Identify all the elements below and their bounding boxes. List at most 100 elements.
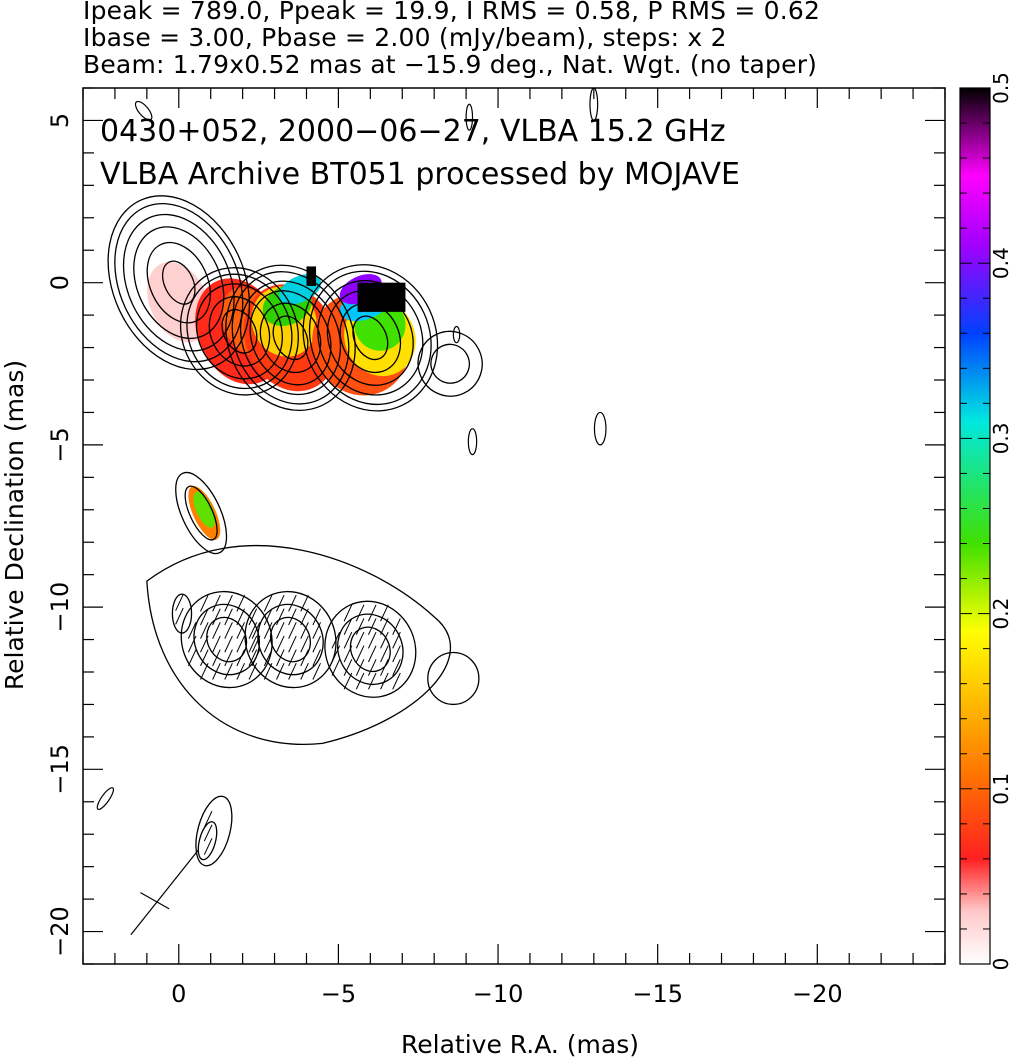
colorbar-ticks: 0 0.1 0.2 0.3 0.4 0.5 [960,72,1013,970]
intensity-contour [317,280,424,396]
evpa-tick [392,659,401,676]
y-tick-label: 5 [46,113,74,128]
intensity-contour [161,260,196,305]
intensity-contour [221,309,258,354]
evpa-tick [224,635,233,653]
colorbar-tick-label: 0 [989,958,1013,971]
evpa-tick [312,608,321,626]
evpa-tick [212,622,221,639]
intensity-contour [134,100,153,121]
evpa-tick [212,635,221,653]
evpa-tick [203,810,213,828]
intensity-contour [107,195,251,371]
colorbar-tick-label: 0.1 [989,773,1013,805]
polarization-patch [306,266,317,286]
evpa-tick [200,622,209,639]
evpa-tick [224,662,233,680]
evpa-tick [312,635,321,653]
evpa-tick [248,635,258,653]
evpa-tick [380,672,389,690]
evpa-tick [140,892,170,910]
annotation-subtitle: VLBA Archive BT051 processed by MOJAVE [100,157,740,192]
polarization-patch [357,282,406,312]
evpa-tick [343,631,353,649]
evpa-tick [203,824,213,842]
evpa-tick [187,622,197,639]
y-tick-label: −15 [46,744,74,795]
evpa-tick [276,662,285,680]
polarized-contour [349,626,391,673]
x-tick-label: −5 [321,980,356,1008]
intensity-contour [302,264,439,412]
polarized-contour [270,616,312,663]
evpa-tick [224,594,233,612]
evpa-tick [367,618,377,635]
evpa-tick [300,662,309,680]
evpa-tick [236,608,245,626]
intensity-contour [339,302,402,374]
evpa-tick [276,608,285,626]
intensity-contour [186,273,293,390]
evpa-tick [200,662,209,680]
evpa-tick [355,659,365,676]
annotation-title: 0430+052, 2000−06−27, VLBA 15.2 GHz [100,114,726,149]
evpa-tick [200,649,209,667]
evpa-tick [331,631,341,649]
colorbar-tick-label: 0.3 [989,422,1013,454]
evpa-tick [248,608,258,626]
evpa-tick [312,622,321,639]
evpa-tick [380,631,389,649]
polarized-contour [184,485,218,541]
polarized-contour [146,544,452,745]
evpa-tick [331,645,341,663]
evpa-tick [392,645,401,663]
intensity-contour [326,289,414,386]
evpa-tick [251,649,261,667]
evpa-tick [300,594,309,612]
evpa-tick [251,635,261,653]
header-line-2: Ibase = 3.00, Pbase = 2.00 (mJy/beam), s… [83,23,727,52]
evpa-tick [212,608,221,626]
evpa-tick [392,618,401,635]
evpa-tick [355,618,365,635]
evpa-tick [263,649,273,667]
evpa-tick [212,662,221,680]
evpa-tick [276,622,285,639]
intensity-contour [239,280,342,396]
evpa-tick [248,662,258,680]
x-tick-label: −20 [792,980,843,1008]
polarized-contour [195,795,233,867]
x-axis-label: Relative R.A. (mas) [401,1030,639,1059]
intensity-contour [259,302,322,374]
evpa-tick [212,649,221,667]
intensity-contour [133,226,225,340]
intensity-contour [114,202,244,363]
evpa-tick [343,659,353,676]
colorbar-tick-label: 0.2 [989,598,1013,630]
evpa-tick [263,635,273,653]
evpa-tick [248,622,258,639]
evpa-tick [392,672,401,690]
evpa-tick [263,594,273,612]
evpa-tick [288,649,297,667]
evpa-tick [367,631,377,649]
evpa-tick [187,635,197,653]
polarized-contour [337,613,404,685]
colorbar-tick-label: 0.5 [989,72,1013,104]
evpa-tick [288,594,297,612]
axis-ticks: 0 −5 −10 −15 −20 5 0 −5 −10 −15 −20 [46,87,946,1008]
evpa-tick [367,659,377,676]
evpa-tick [392,631,401,649]
evpa-tick [343,672,353,690]
evpa-tick [200,594,209,612]
intensity-contour [122,213,235,352]
intensity-contour [589,88,599,122]
evpa-tick [300,622,309,639]
evpa-tick [355,645,365,663]
intensity-contour [272,315,309,361]
colorbar-tick-label: 0.4 [989,247,1013,279]
evpa-tick [236,662,245,680]
evpa-tick [288,608,297,626]
polarized-contour [193,603,260,676]
